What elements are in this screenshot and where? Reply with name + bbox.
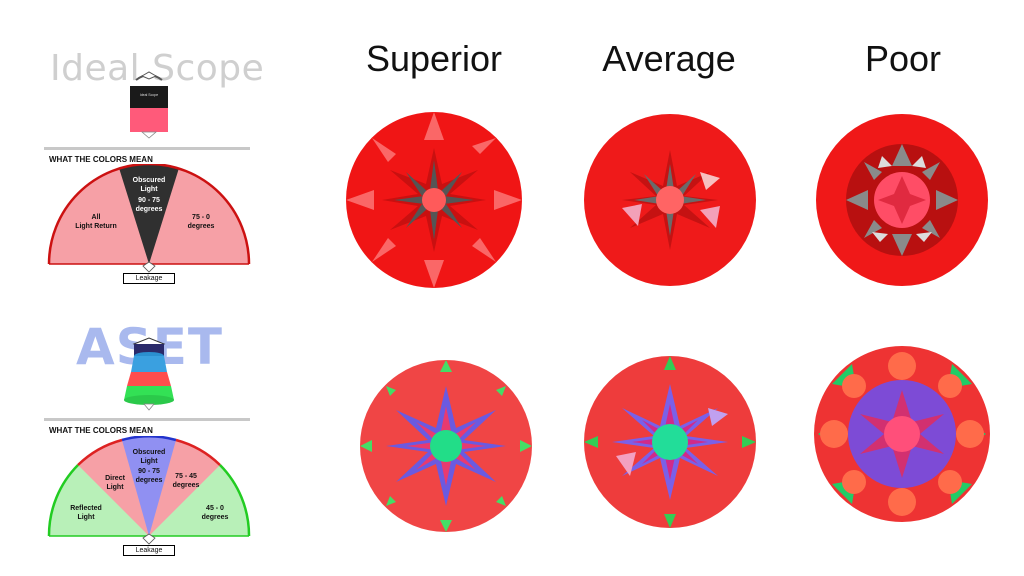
legend-obscured-area — [119, 164, 179, 264]
ideal-scope-average-image — [584, 114, 756, 286]
ideal-scope-color-legend: Obscured Light 90 - 75 degrees All Light… — [47, 164, 251, 273]
column-header-average: Average — [602, 38, 736, 79]
aset-color-legend: Obscured Light 90 - 75 degrees Direct Li… — [47, 436, 251, 545]
ideal-scope-superior-image — [346, 112, 522, 288]
small-diamond-icon — [142, 261, 156, 273]
legend-all-light-label: All — [92, 214, 101, 221]
legend-obscured-range-unit: degrees — [136, 477, 163, 484]
legend-low-range: 45 - 0 — [206, 505, 224, 512]
column-header-superior: Superior — [365, 38, 503, 79]
legend-range-label: 75 - 0 — [192, 214, 210, 221]
legend-reflected-label: Reflected — [70, 505, 102, 512]
device-label: Ideal Scope — [140, 93, 159, 97]
legend-obscured-range-unit: degrees — [136, 206, 163, 213]
aset-poor-image — [814, 346, 990, 522]
aset-divider — [44, 418, 250, 421]
ideal-scope-device-icon: Ideal Scope — [130, 71, 168, 139]
legend-obscured-label-2: Light — [140, 186, 158, 193]
legend-obscured-label-2: Light — [140, 458, 158, 465]
legend-mid-range-unit: degrees — [173, 482, 200, 489]
legend-obscured-range: 90 - 75 — [138, 468, 160, 475]
ideal-scope-legend-title: WHAT THE COLORS MEAN — [49, 155, 153, 164]
small-diamond-icon — [142, 533, 156, 545]
aset-device-icon — [124, 337, 174, 411]
ideal-scope-leakage-label: Leakage — [123, 273, 175, 284]
legend-all-light-label-2: Light Return — [75, 223, 117, 230]
legend-leakage-arc — [47, 164, 251, 265]
ideal-scope-title: Ideal Scope — [50, 48, 265, 89]
legend-obscured-range: 90 - 75 — [138, 197, 160, 204]
legend-reflected-label-2: Light — [77, 514, 95, 521]
ideal-scope-divider — [44, 147, 250, 150]
legend-low-range-unit: degrees — [202, 514, 229, 521]
legend-obscured-label: Obscured — [133, 177, 166, 184]
column-header-poor: Poor — [864, 38, 942, 79]
legend-range-unit: degrees — [188, 223, 215, 230]
legend-obscured-label: Obscured — [133, 449, 166, 456]
aset-leakage-label: Leakage — [123, 545, 175, 556]
aset-average-image — [584, 356, 756, 528]
legend-obscured-area — [122, 436, 176, 536]
legend-mid-range: 75 - 45 — [175, 473, 197, 480]
legend-direct-label-2: Light — [106, 484, 124, 491]
aset-legend-title: WHAT THE COLORS MEAN — [49, 426, 153, 435]
ideal-scope-poor-image — [816, 114, 988, 286]
aset-superior-image — [360, 360, 532, 532]
legend-direct-label: Direct — [105, 475, 126, 482]
